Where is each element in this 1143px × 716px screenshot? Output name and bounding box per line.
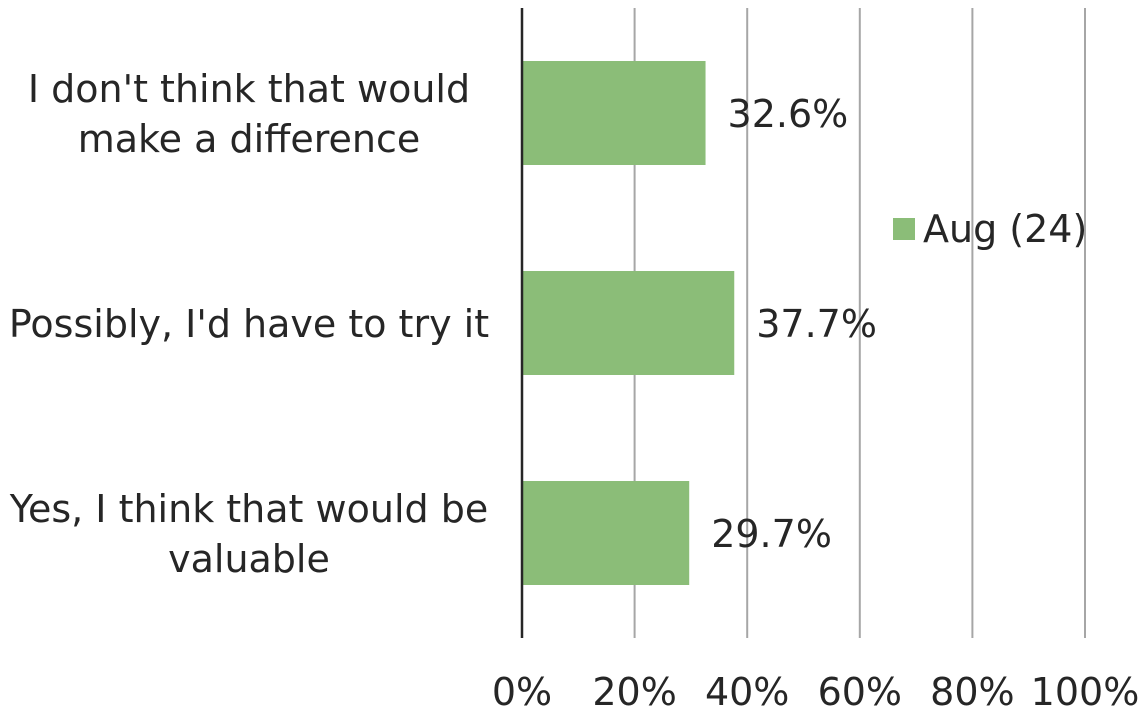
x-tick-label: 40% [705, 670, 789, 714]
data-label: 32.6% [728, 92, 849, 136]
x-tick-label: 60% [818, 670, 902, 714]
legend-label: Aug (24) [923, 207, 1087, 251]
category-label-line: I don't think that would [28, 67, 470, 111]
x-tick-label: 20% [592, 670, 676, 714]
legend: Aug (24) [893, 207, 1087, 251]
category-label-line: valuable [168, 537, 330, 581]
category-label-line: make a difference [78, 117, 421, 161]
bar [522, 481, 690, 585]
category-labels: I don't think that would make a differenc… [9, 67, 489, 581]
data-labels: 32.6% 37.7% 29.7% [711, 92, 877, 556]
x-tick-label: 0% [492, 670, 552, 714]
x-tick-labels: 0% 20% 40% 60% 80% 100% [492, 670, 1139, 714]
bars [522, 61, 735, 585]
category-label: Yes, I think that would be valuable [9, 487, 488, 581]
legend-swatch [893, 218, 915, 240]
data-label: 29.7% [711, 512, 832, 556]
category-label-line: Possibly, I'd have to try it [9, 302, 489, 346]
bar [522, 61, 706, 165]
data-label: 37.7% [756, 302, 877, 346]
category-label: Possibly, I'd have to try it [9, 302, 489, 346]
x-tick-label: 80% [930, 670, 1014, 714]
bar [522, 271, 735, 375]
category-label: I don't think that would make a differenc… [28, 67, 470, 161]
x-tick-label: 100% [1031, 670, 1140, 714]
category-label-line: Yes, I think that would be [9, 487, 488, 531]
